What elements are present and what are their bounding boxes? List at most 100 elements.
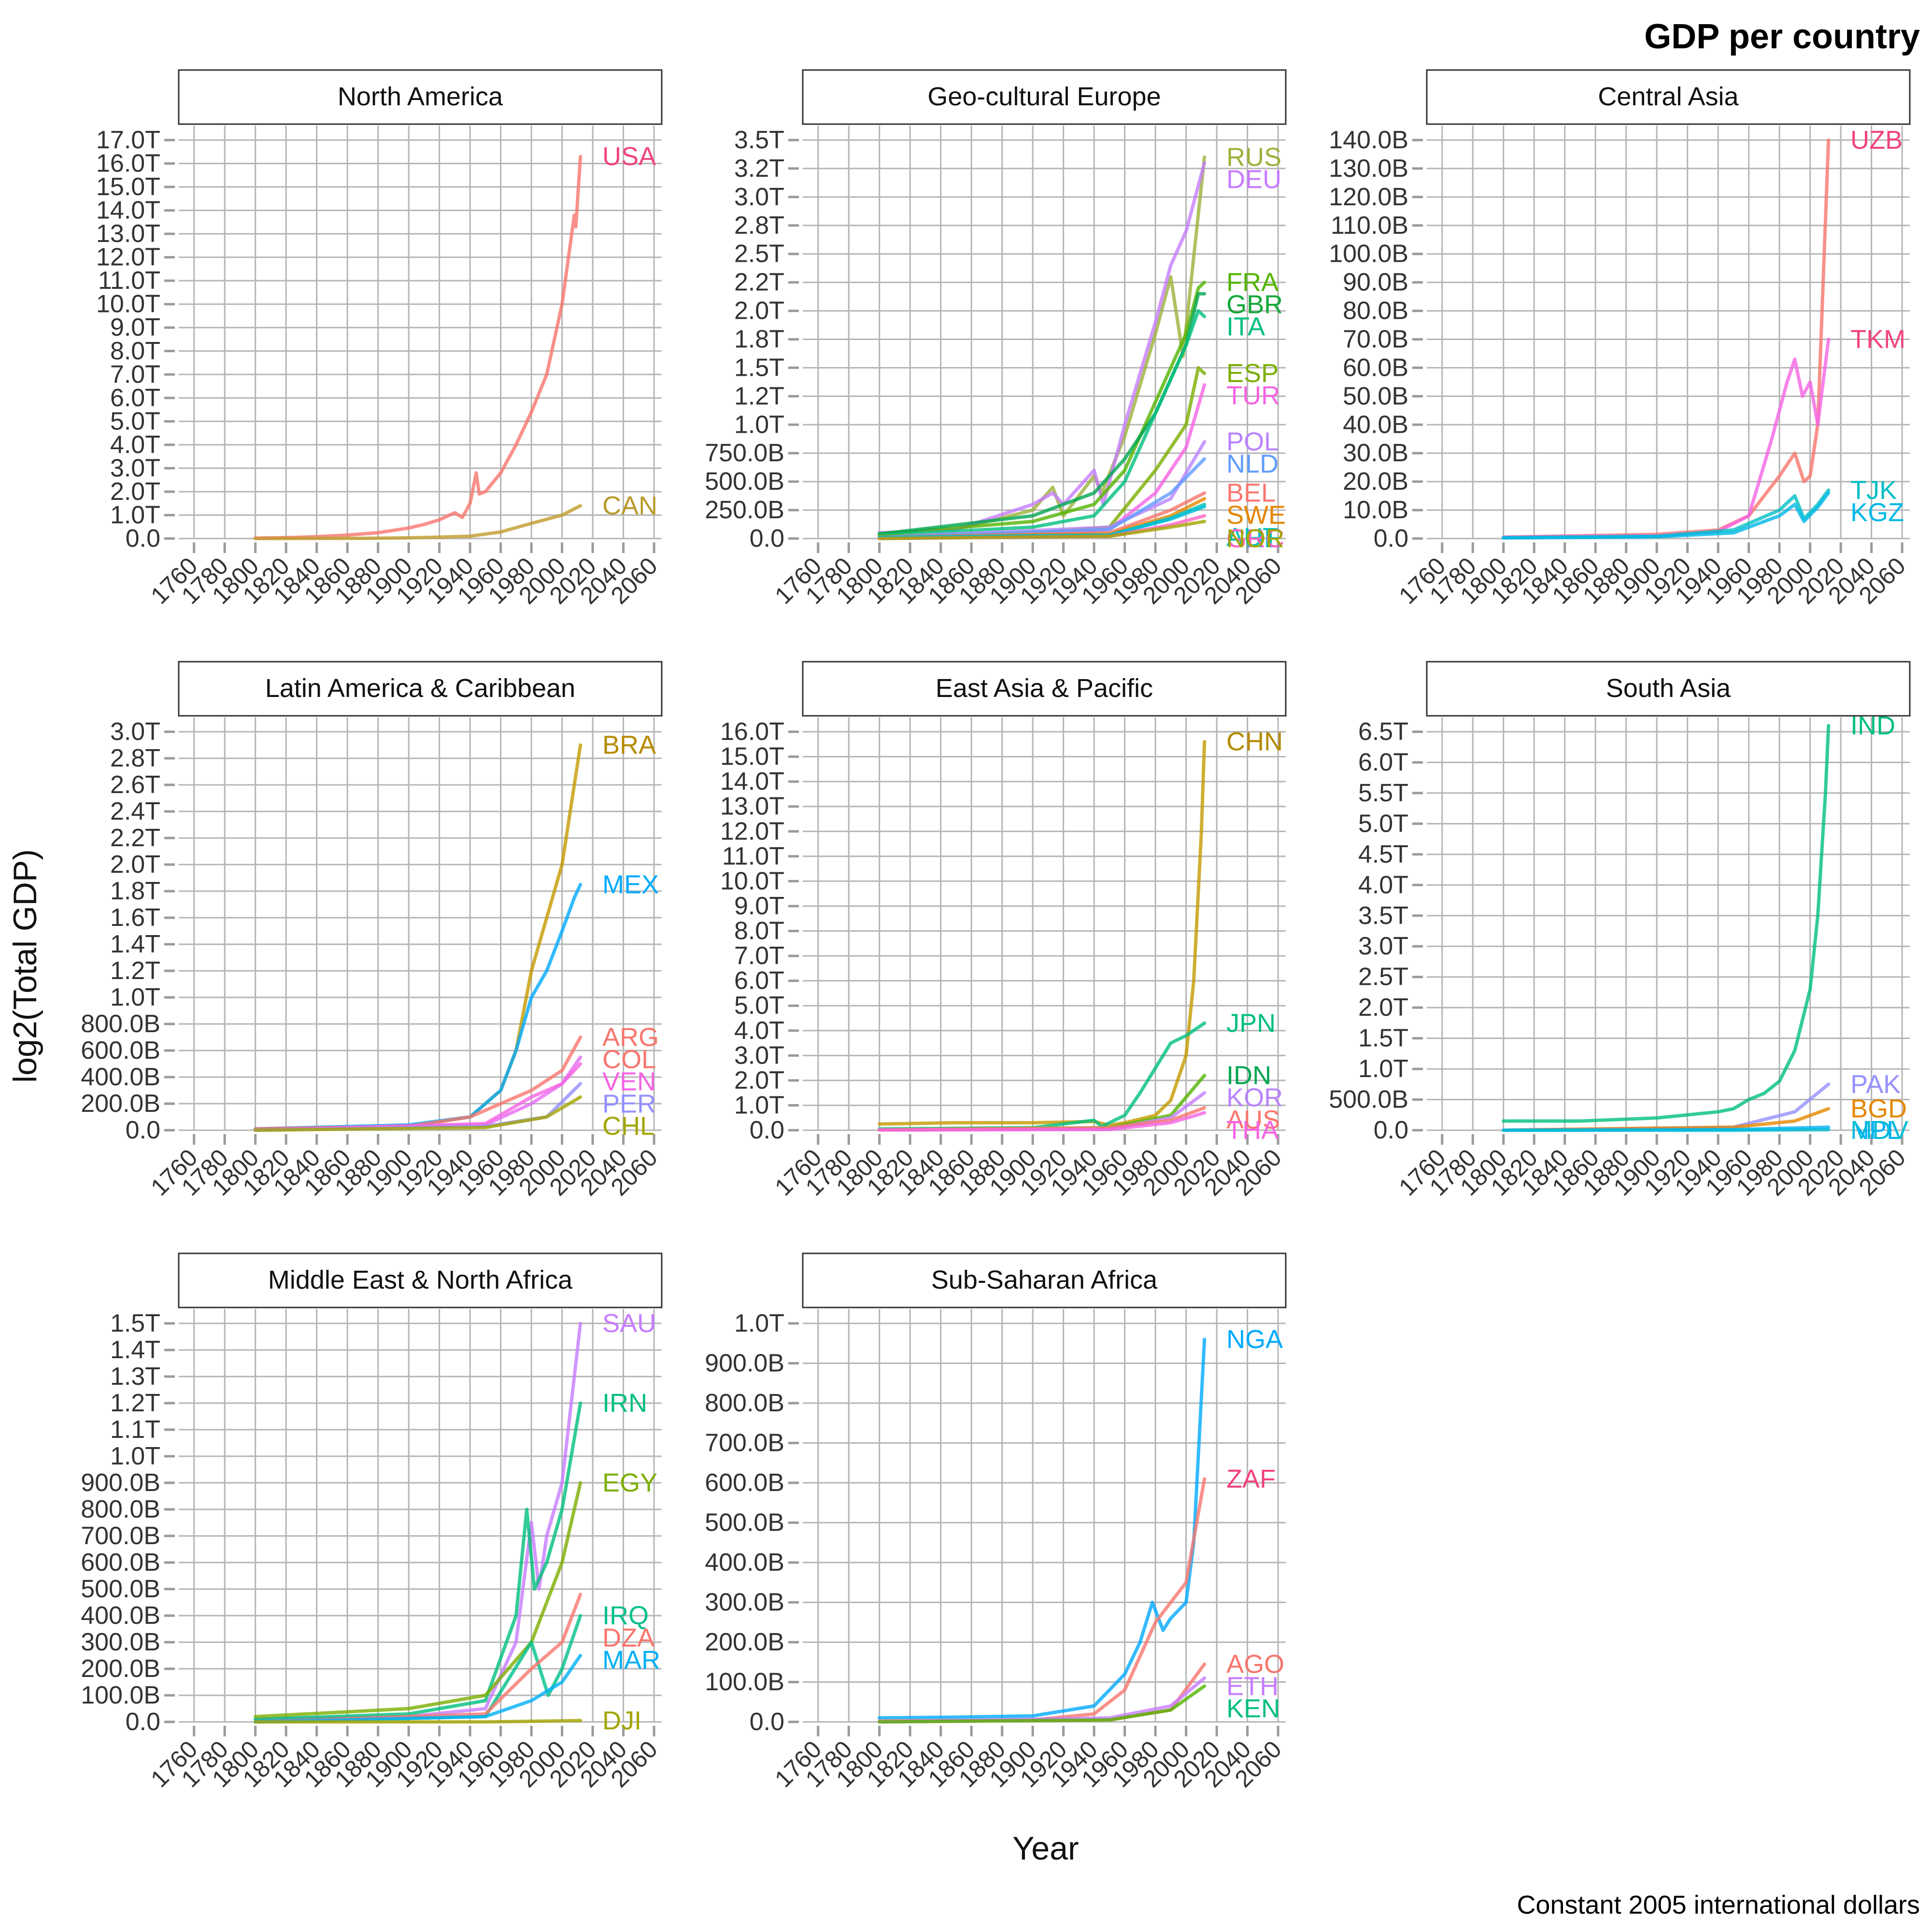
series-line-ita [878,309,1207,537]
y-tick-label: 1.0T [110,983,160,1011]
y-tick-label: 2.2T [734,269,784,297]
series-line-chl [254,1095,582,1132]
series-label-irq: IRQ [602,1601,649,1630]
strip-middle-east-north-africa [178,1252,663,1308]
series-label-kor: KOR [1226,1083,1283,1112]
y-tick-label: 3.2T [734,155,784,183]
series-label-rus: RUS [1226,142,1281,171]
y-tick-label: 0.0 [126,1708,160,1736]
y-tick-label: 5.5T [1358,779,1408,807]
y-tick-label: 1.0T [110,501,160,529]
series-label-per: PER [602,1090,656,1119]
strip-east-asia-pacific [802,661,1287,717]
y-tick-label: 6.0T [1358,748,1408,776]
y-tick-label: 15.0T [720,743,784,771]
y-tick-label: 2.5T [734,240,784,268]
series-line-jpn [878,1021,1207,1131]
y-tick-label: 1.0T [734,1309,784,1337]
series-line-nga [878,1337,1207,1720]
series-line-ven [254,1062,582,1132]
series-label-ven: VEN [602,1067,656,1096]
y-tick-label: 700.0B [81,1522,160,1550]
y-tick-label: 500.0B [705,468,784,496]
y-tick-label: 600.0B [81,1037,160,1065]
y-tick-label: 40.0B [1343,411,1408,439]
y-tick-label: 16.0T [96,150,160,178]
y-tick-label: 5.0T [1358,810,1408,838]
y-tick-label: 10.0B [1343,496,1408,524]
y-tick-label: 3.0T [734,183,784,211]
facet-panels: North America176017801800182018401860188… [81,69,1911,1792]
y-tick-label: 1.0T [734,1091,784,1119]
y-tick-label: 4.0T [110,431,160,459]
y-tick-label: 900.0B [81,1469,160,1497]
y-tick-label: 1.5T [110,1309,160,1337]
y-tick-label: 5.0T [110,407,160,435]
y-tick-label: 2.8T [734,212,784,240]
y-tick-label: 2.0T [734,1066,784,1094]
panel-geo-cultural-europe: Geo-cultural Europe176017801800182018401… [705,69,1287,609]
strip-latin-america-caribbean [178,661,663,717]
y-tick-label: 6.0T [110,384,160,412]
y-tick-label: 2.0T [734,297,784,325]
y-tick-label: 800.0B [81,1495,160,1523]
y-tick-label: 3.0T [1358,932,1408,960]
y-tick-label: 1.2T [110,957,160,985]
y-tick-label: 3.0T [110,454,160,482]
series-label-swe: SWE [1226,501,1286,530]
y-tick-label: 400.0B [705,1548,784,1577]
y-tick-label: 1.4T [110,1336,160,1364]
y-axis-title: log2(Total GDP) [7,849,43,1083]
series-label-jpn: JPN [1226,1009,1276,1037]
series-label-egy: EGY [602,1468,657,1497]
series-line-kgz [1502,491,1831,540]
series-line-mar [254,1654,582,1724]
y-tick-label: 0.0 [750,525,784,553]
series-label-nga: NGA [1226,1325,1283,1354]
y-tick-label: 200.0B [81,1655,160,1683]
series-label-ind: IND [1850,711,1895,740]
y-tick-label: 900.0B [705,1350,784,1378]
y-tick-label: 3.5T [1358,902,1408,930]
panel-middle-east-north-africa: Middle East & North Africa17601780180018… [81,1252,663,1792]
y-tick-label: 100.0B [705,1668,784,1696]
y-tick-label: 800.0B [705,1389,784,1417]
y-tick-label: 13.0T [720,793,784,821]
series-label-fra: FRA [1226,268,1279,297]
y-tick-label: 1.3T [110,1363,160,1391]
series-label-che: CHE [1226,524,1281,553]
y-tick-label: 1.2T [110,1389,160,1417]
series-label-ago: AGO [1226,1649,1284,1678]
y-tick-label: 200.0B [81,1090,160,1118]
strip-label: North America [338,82,503,111]
series-label-bel: BEL [1226,479,1276,508]
series-label-ita: ITA [1226,313,1265,341]
y-tick-label: 1.5T [1358,1024,1408,1052]
y-tick-label: 140.0B [1329,126,1408,154]
panel-north-america: North America176017801800182018401860188… [96,69,663,609]
y-tick-label: 300.0B [705,1589,784,1617]
y-tick-label: 600.0B [705,1469,784,1497]
series-line-ken [878,1684,1207,1724]
y-tick-label: 1.1T [110,1416,160,1444]
y-tick-label: 1.0T [1358,1055,1408,1083]
strip-label: East Asia & Pacific [936,674,1153,703]
series-line-can [254,504,582,540]
strip-label: South Asia [1606,674,1731,703]
y-tick-label: 10.0T [96,290,160,318]
y-tick-label: 2.8T [110,744,160,772]
y-tick-label: 3.5T [734,126,784,154]
y-tick-label: 4.0T [734,1017,784,1045]
y-tick-label: 14.0T [720,767,784,796]
y-tick-label: 4.5T [1358,840,1408,868]
y-tick-label: 100.0B [1329,240,1408,268]
y-tick-label: 90.0B [1343,269,1408,297]
series-label-eth: ETH [1226,1672,1279,1701]
series-label-zaf: ZAF [1226,1464,1276,1493]
y-tick-label: 3.0T [734,1041,784,1069]
y-tick-label: 1.8T [734,326,784,354]
strip-sub-saharan-africa [802,1252,1287,1308]
series-line-dji [254,1719,582,1724]
y-tick-label: 2.0T [110,851,160,879]
